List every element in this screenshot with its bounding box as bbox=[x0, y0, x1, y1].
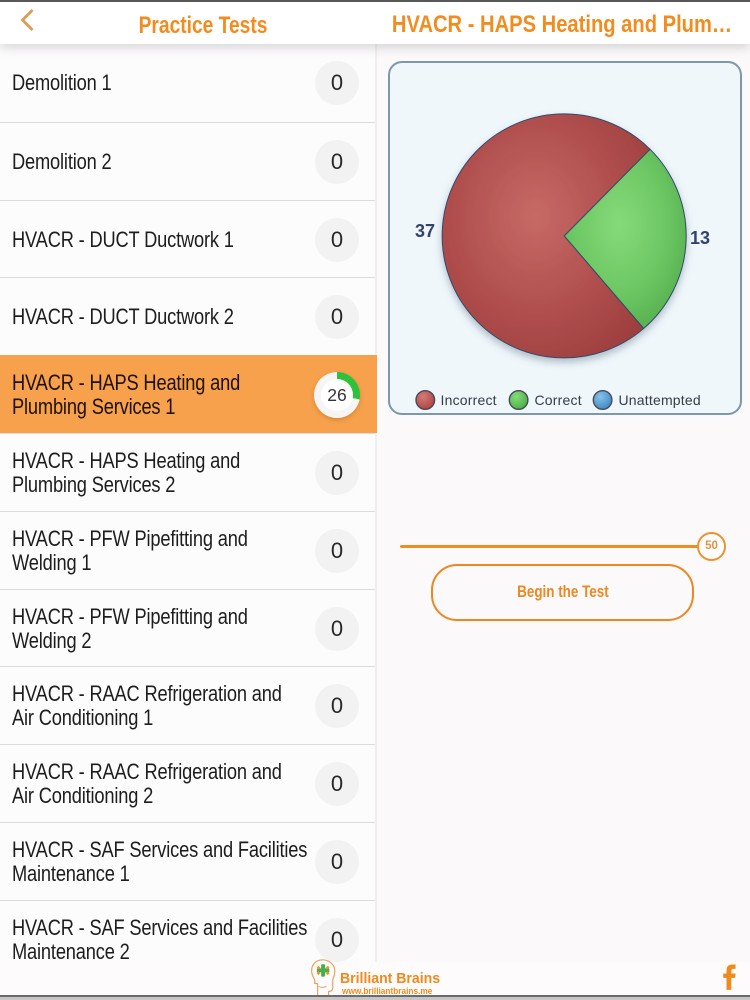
svg-text:Incorrect: Incorrect bbox=[441, 392, 497, 408]
svg-text:Correct: Correct bbox=[535, 392, 582, 408]
svg-text:13: 13 bbox=[690, 228, 710, 248]
svg-text:37: 37 bbox=[415, 221, 435, 241]
svg-text:Unattempted: Unattempted bbox=[619, 392, 701, 408]
